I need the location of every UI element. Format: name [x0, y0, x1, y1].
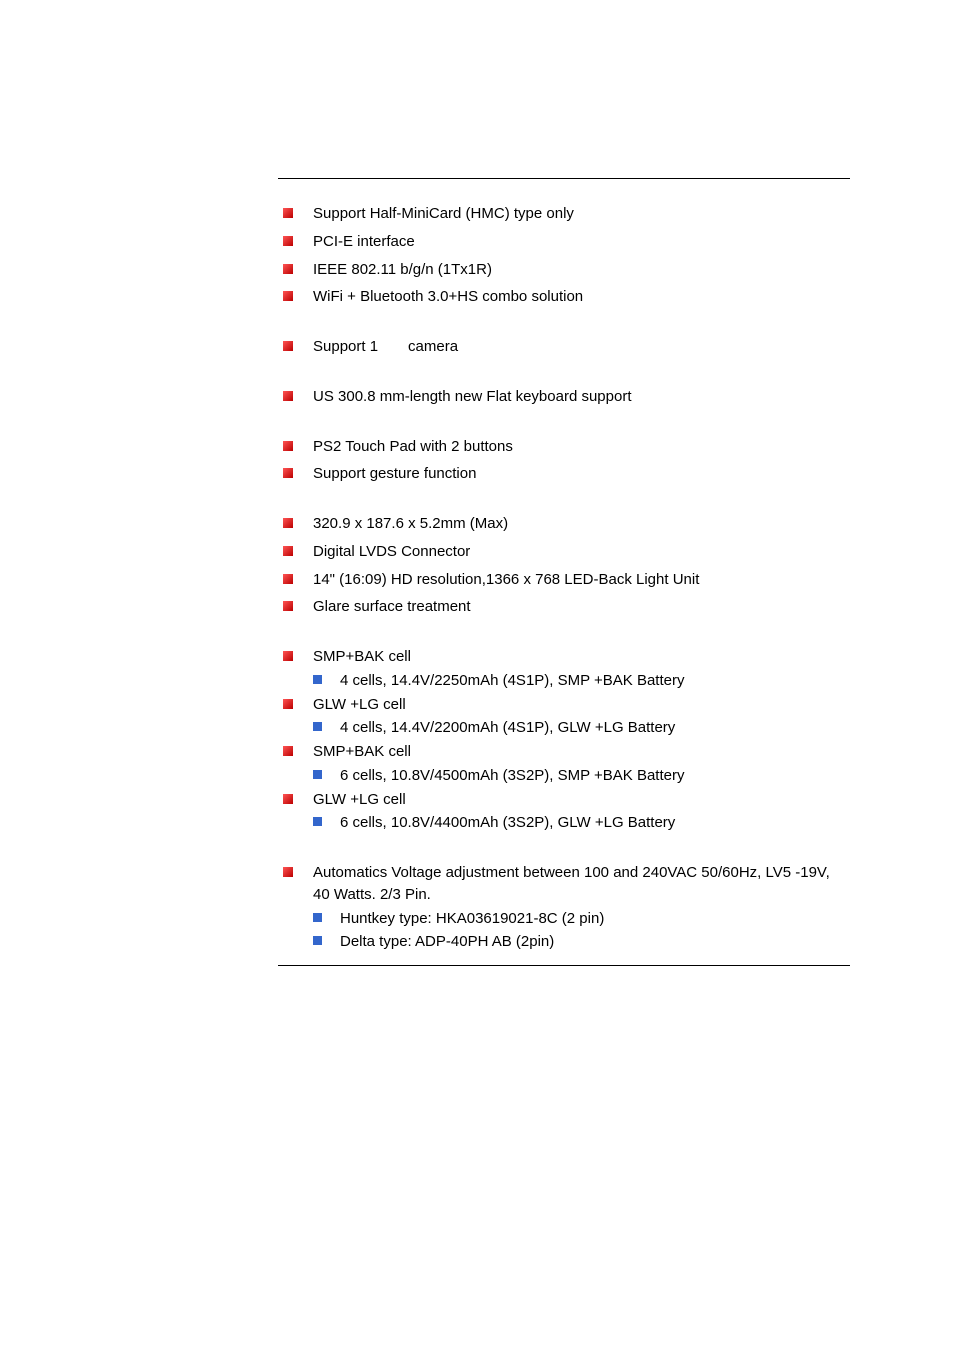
sub-item: 6 cells, 10.8V/4400mAh (3S2P), GLW +LG B… — [313, 812, 850, 834]
section-battery: SMP+BAK cell 4 cells, 14.4V/2250mAh (4S1… — [283, 646, 850, 834]
sub-item-text: 6 cells, 10.8V/4400mAh (3S2P), GLW +LG B… — [340, 812, 675, 834]
list-item: GLW +LG cell — [283, 694, 850, 716]
red-bullet-icon — [283, 574, 293, 584]
item-text: 320.9 x 187.6 x 5.2mm (Max) — [313, 513, 508, 535]
sub-item: 4 cells, 14.4V/2200mAh (4S1P), GLW +LG B… — [313, 717, 850, 739]
item-text: 14" (16:09) HD resolution,1366 x 768 LED… — [313, 569, 699, 591]
sub-item: Delta type: ADP-40PH AB (2pin) — [313, 931, 850, 953]
item-text: GLW +LG cell — [313, 789, 406, 811]
red-bullet-icon — [283, 546, 293, 556]
list-item: IEEE 802.11 b/g/n (1Tx1R) — [283, 259, 850, 281]
red-bullet-icon — [283, 468, 293, 478]
sub-item-text: 4 cells, 14.4V/2200mAh (4S1P), GLW +LG B… — [340, 717, 675, 739]
bottom-divider — [278, 965, 850, 966]
item-text: SMP+BAK cell — [313, 741, 411, 763]
list-item: 320.9 x 187.6 x 5.2mm (Max) — [283, 513, 850, 535]
blue-bullet-icon — [313, 817, 322, 826]
sub-item: Huntkey type: HKA03619021-8C (2 pin) — [313, 908, 850, 930]
item-text: PS2 Touch Pad with 2 buttons — [313, 436, 513, 458]
sub-item-text: Delta type: ADP-40PH AB (2pin) — [340, 931, 554, 953]
red-bullet-icon — [283, 236, 293, 246]
sub-item-text: 6 cells, 10.8V/4500mAh (3S2P), SMP +BAK … — [340, 765, 684, 787]
item-text: Automatics Voltage adjustment between 10… — [313, 862, 850, 906]
red-bullet-icon — [283, 341, 293, 351]
red-bullet-icon — [283, 601, 293, 611]
list-item: US 300.8 mm-length new Flat keyboard sup… — [283, 386, 850, 408]
item-text: WiFi + Bluetooth 3.0+HS combo solution — [313, 286, 583, 308]
red-bullet-icon — [283, 208, 293, 218]
list-item: Automatics Voltage adjustment between 10… — [283, 862, 850, 906]
document-content: Support Half-MiniCard (HMC) type only PC… — [283, 178, 850, 966]
top-divider — [278, 178, 850, 179]
red-bullet-icon — [283, 794, 293, 804]
blue-bullet-icon — [313, 936, 322, 945]
red-bullet-icon — [283, 264, 293, 274]
red-bullet-icon — [283, 867, 293, 877]
section-display: 320.9 x 187.6 x 5.2mm (Max) Digital LVDS… — [283, 513, 850, 618]
blue-bullet-icon — [313, 675, 322, 684]
item-text: Support 1 camera — [313, 336, 458, 358]
item-text: SMP+BAK cell — [313, 646, 411, 668]
list-item: Support 1 camera — [283, 336, 850, 358]
red-bullet-icon — [283, 518, 293, 528]
item-text: Digital LVDS Connector — [313, 541, 470, 563]
list-item: GLW +LG cell — [283, 789, 850, 811]
sub-item: 4 cells, 14.4V/2250mAh (4S1P), SMP +BAK … — [313, 670, 850, 692]
sub-item-text: Huntkey type: HKA03619021-8C (2 pin) — [340, 908, 604, 930]
red-bullet-icon — [283, 651, 293, 661]
item-text: IEEE 802.11 b/g/n (1Tx1R) — [313, 259, 492, 281]
sub-item-text: 4 cells, 14.4V/2250mAh (4S1P), SMP +BAK … — [340, 670, 684, 692]
section-keyboard: US 300.8 mm-length new Flat keyboard sup… — [283, 386, 850, 408]
list-item: SMP+BAK cell — [283, 646, 850, 668]
list-item: Glare surface treatment — [283, 596, 850, 618]
list-item: WiFi + Bluetooth 3.0+HS combo solution — [283, 286, 850, 308]
red-bullet-icon — [283, 291, 293, 301]
section-adapter: Automatics Voltage adjustment between 10… — [283, 862, 850, 953]
section-touchpad: PS2 Touch Pad with 2 buttons Support ges… — [283, 436, 850, 486]
section-wireless: Support Half-MiniCard (HMC) type only PC… — [283, 203, 850, 308]
item-text: Support gesture function — [313, 463, 476, 485]
red-bullet-icon — [283, 699, 293, 709]
item-text: US 300.8 mm-length new Flat keyboard sup… — [313, 386, 632, 408]
red-bullet-icon — [283, 441, 293, 451]
blue-bullet-icon — [313, 770, 322, 779]
list-item: Support gesture function — [283, 463, 850, 485]
item-text: Glare surface treatment — [313, 596, 471, 618]
list-item: PCI-E interface — [283, 231, 850, 253]
list-item: Support Half-MiniCard (HMC) type only — [283, 203, 850, 225]
blue-bullet-icon — [313, 722, 322, 731]
list-item: SMP+BAK cell — [283, 741, 850, 763]
item-text: PCI-E interface — [313, 231, 415, 253]
blue-bullet-icon — [313, 913, 322, 922]
list-item: Digital LVDS Connector — [283, 541, 850, 563]
item-text: Support Half-MiniCard (HMC) type only — [313, 203, 574, 225]
list-item: PS2 Touch Pad with 2 buttons — [283, 436, 850, 458]
red-bullet-icon — [283, 746, 293, 756]
list-item: 14" (16:09) HD resolution,1366 x 768 LED… — [283, 569, 850, 591]
item-text: GLW +LG cell — [313, 694, 406, 716]
section-camera: Support 1 camera — [283, 336, 850, 358]
red-bullet-icon — [283, 391, 293, 401]
sub-item: 6 cells, 10.8V/4500mAh (3S2P), SMP +BAK … — [313, 765, 850, 787]
